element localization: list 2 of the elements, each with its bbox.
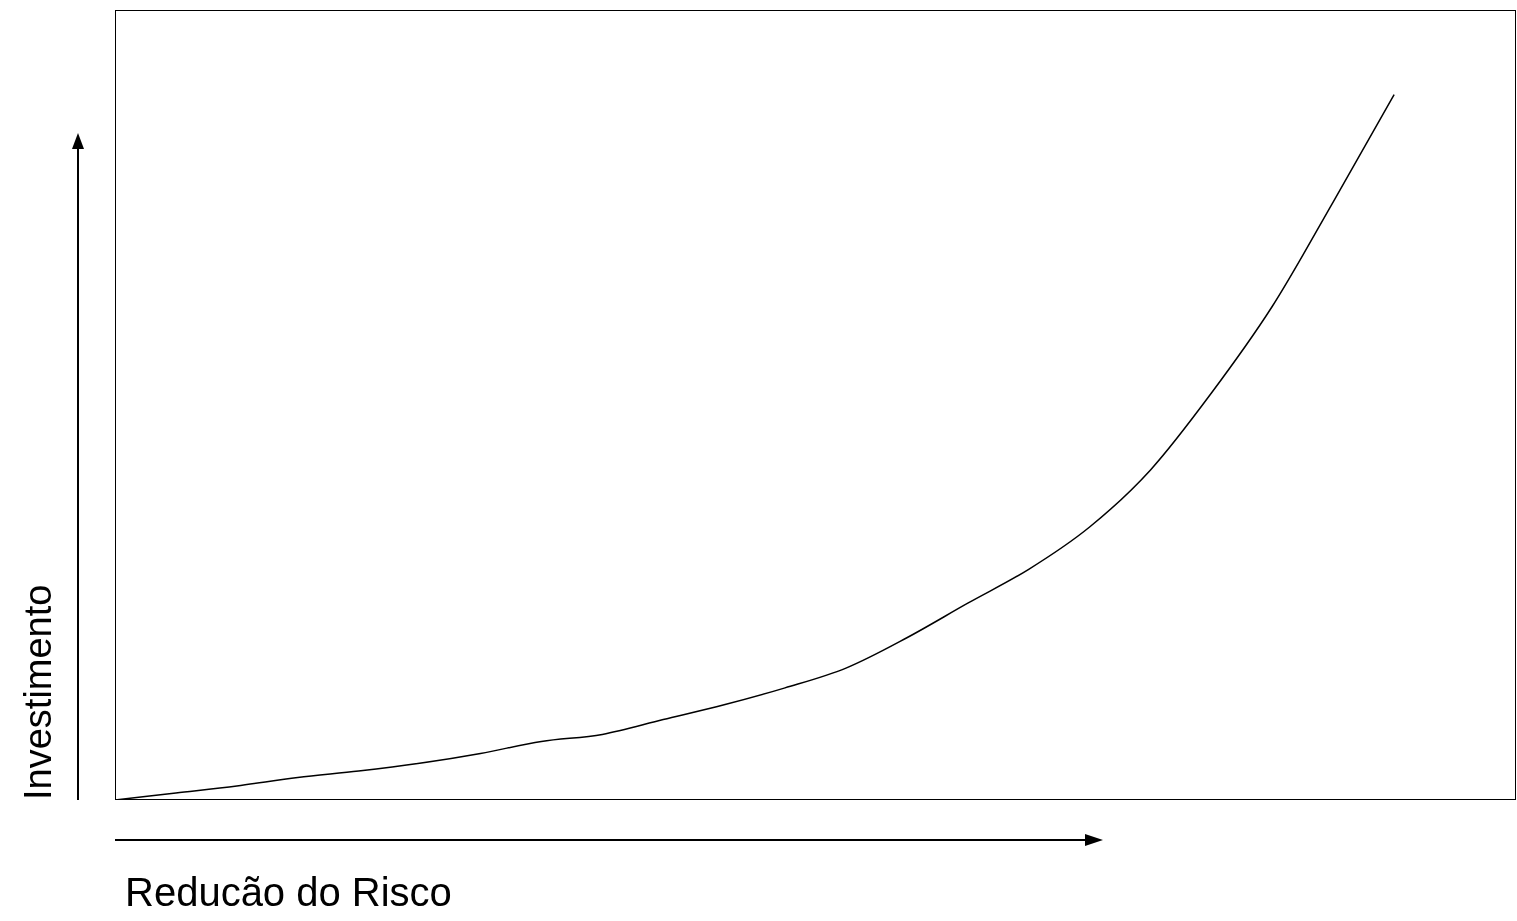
y-axis-title: Investimento [16,584,60,800]
x-axis-title: Reducão do Risco [125,870,452,914]
